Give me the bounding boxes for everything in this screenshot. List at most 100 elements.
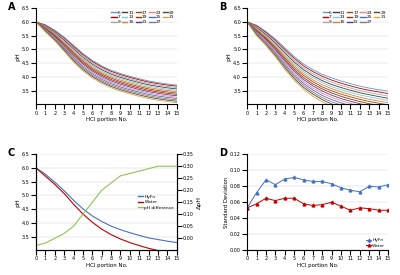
pH difference: [109, 182, 114, 185]
Line: pH difference: pH difference: [36, 166, 177, 246]
Legend: HyFn, Water: HyFn, Water: [364, 236, 387, 249]
Water: [137, 244, 142, 247]
Legend: 6, 7, 9, 11, 13, 15, 17, 19, 21, 23, 25, 27, 29, 31: 6, 7, 9, 11, 13, 15, 17, 19, 21, 23, 25,…: [110, 9, 176, 26]
Water: [358, 206, 362, 210]
HyFn: [174, 241, 179, 244]
Water: [310, 204, 315, 207]
HyFn: [109, 224, 114, 228]
HyFn: [386, 183, 390, 186]
Y-axis label: Standard Deviation: Standard Deviation: [224, 177, 229, 228]
HyFn: [282, 177, 287, 181]
pH difference: [34, 244, 38, 247]
pH difference: [156, 164, 160, 168]
HyFn: [301, 178, 306, 182]
Y-axis label: pH: pH: [16, 198, 21, 207]
Water: [376, 208, 381, 212]
Text: B: B: [219, 2, 226, 12]
Water: [282, 197, 287, 200]
HyFn: [34, 166, 38, 170]
HyFn: [62, 189, 66, 192]
Water: [71, 202, 76, 206]
pH difference: [146, 167, 151, 170]
Water: [43, 175, 48, 178]
Water: [320, 203, 325, 206]
HyFn: [137, 234, 142, 237]
pH difference: [62, 232, 66, 235]
HyFn: [376, 185, 381, 189]
Text: D: D: [219, 148, 227, 158]
Water: [339, 205, 344, 208]
Line: Water: Water: [246, 197, 389, 212]
HyFn: [52, 181, 57, 184]
Water: [156, 249, 160, 252]
Text: A: A: [8, 2, 15, 12]
HyFn: [320, 180, 325, 183]
pH difference: [71, 225, 76, 228]
pH difference: [118, 174, 123, 177]
pH difference: [165, 164, 170, 168]
Water: [90, 221, 95, 224]
Water: [165, 251, 170, 254]
Water: [348, 208, 353, 212]
Water: [245, 206, 250, 210]
HyFn: [128, 231, 132, 234]
HyFn: [339, 186, 344, 189]
pH difference: [99, 189, 104, 192]
HyFn: [90, 214, 95, 218]
X-axis label: HCl portion No.: HCl portion No.: [86, 263, 127, 268]
Water: [62, 192, 66, 195]
HyFn: [348, 189, 353, 192]
Water: [34, 166, 38, 170]
Legend: 6, 7, 9, 11, 13, 15, 17, 19, 21, 23, 25, 27, 29, 31: 6, 7, 9, 11, 13, 15, 17, 19, 21, 23, 25,…: [321, 9, 388, 26]
Line: HyFn: HyFn: [246, 176, 389, 209]
X-axis label: HCl portion No.: HCl portion No.: [86, 117, 127, 122]
HyFn: [156, 238, 160, 241]
HyFn: [165, 240, 170, 243]
Water: [128, 241, 132, 244]
HyFn: [310, 180, 315, 183]
Legend: HyFn, Water, pH difference: HyFn, Water, pH difference: [136, 193, 176, 211]
pH difference: [80, 213, 85, 216]
Water: [273, 199, 278, 202]
HyFn: [329, 182, 334, 185]
Text: C: C: [8, 148, 15, 158]
HyFn: [292, 176, 296, 179]
pH difference: [43, 241, 48, 245]
Y-axis label: pH: pH: [16, 52, 21, 61]
X-axis label: HCl portion No.: HCl portion No.: [297, 117, 338, 122]
Line: Water: Water: [36, 168, 177, 254]
Water: [174, 252, 179, 256]
Water: [99, 227, 104, 231]
HyFn: [358, 190, 362, 194]
Water: [264, 197, 268, 200]
Y-axis label: pH: pH: [227, 52, 232, 61]
Water: [80, 212, 85, 216]
pH difference: [90, 200, 95, 204]
HyFn: [273, 183, 278, 186]
Water: [386, 208, 390, 212]
HyFn: [43, 173, 48, 176]
Water: [52, 183, 57, 186]
Water: [329, 200, 334, 204]
Y-axis label: ΔpH: ΔpH: [197, 196, 202, 209]
HyFn: [367, 185, 372, 188]
Water: [118, 237, 123, 241]
Water: [367, 207, 372, 210]
HyFn: [99, 220, 104, 223]
Water: [146, 247, 151, 250]
HyFn: [80, 207, 85, 210]
HyFn: [71, 199, 76, 202]
HyFn: [264, 178, 268, 182]
Line: HyFn: HyFn: [36, 168, 177, 243]
pH difference: [174, 164, 179, 168]
X-axis label: HCl portion No.: HCl portion No.: [297, 263, 338, 268]
HyFn: [254, 191, 259, 194]
pH difference: [128, 172, 132, 175]
pH difference: [137, 169, 142, 173]
HyFn: [146, 236, 151, 240]
Water: [292, 197, 296, 200]
Water: [254, 202, 259, 205]
pH difference: [52, 236, 57, 240]
HyFn: [245, 206, 250, 210]
HyFn: [118, 228, 123, 231]
